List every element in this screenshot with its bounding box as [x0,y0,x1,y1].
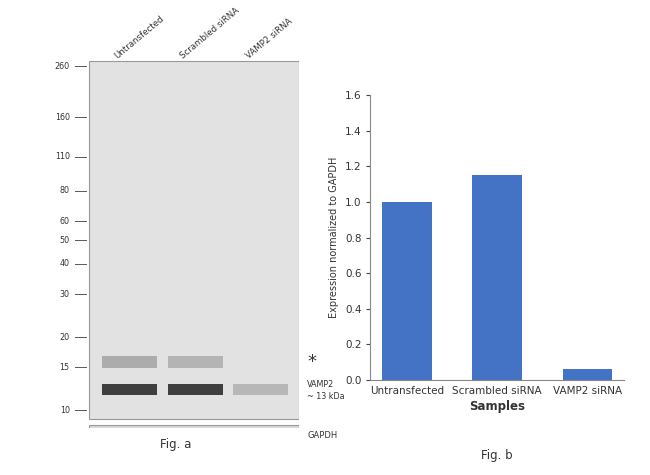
Bar [89,425,299,445]
Text: Fig. a: Fig. a [161,438,192,451]
Text: 40: 40 [60,259,70,268]
Text: 80: 80 [60,186,70,195]
Text: VAMP2 siRNA: VAMP2 siRNA [244,16,294,60]
Bar [563,370,612,380]
Bar [103,356,157,368]
Text: 110: 110 [55,152,70,162]
Bar [103,430,157,439]
Text: Scrambled siRNA: Scrambled siRNA [179,6,241,60]
Bar [168,430,222,439]
Text: VAMP2
~ 13 kDa: VAMP2 ~ 13 kDa [307,380,344,401]
Text: 15: 15 [60,363,70,372]
Bar [168,384,222,395]
Y-axis label: Expression normalized to GAPDH: Expression normalized to GAPDH [330,157,339,318]
Text: *: * [307,353,316,371]
Text: Fig. b: Fig. b [482,449,513,462]
Text: 160: 160 [55,113,70,122]
Text: 50: 50 [60,236,70,245]
Text: Untransfected: Untransfected [113,14,166,60]
Bar [473,175,522,380]
Bar [89,61,299,419]
Text: 20: 20 [60,332,70,342]
Text: 30: 30 [60,290,70,299]
Text: 60: 60 [60,217,70,226]
Bar [233,430,288,439]
Bar [103,384,157,395]
Text: GAPDH: GAPDH [307,430,337,439]
Bar [233,384,288,395]
Text: 260: 260 [55,62,70,71]
Text: 10: 10 [60,406,70,415]
X-axis label: Samples: Samples [469,400,525,413]
Bar [168,356,222,368]
Bar [382,202,432,380]
